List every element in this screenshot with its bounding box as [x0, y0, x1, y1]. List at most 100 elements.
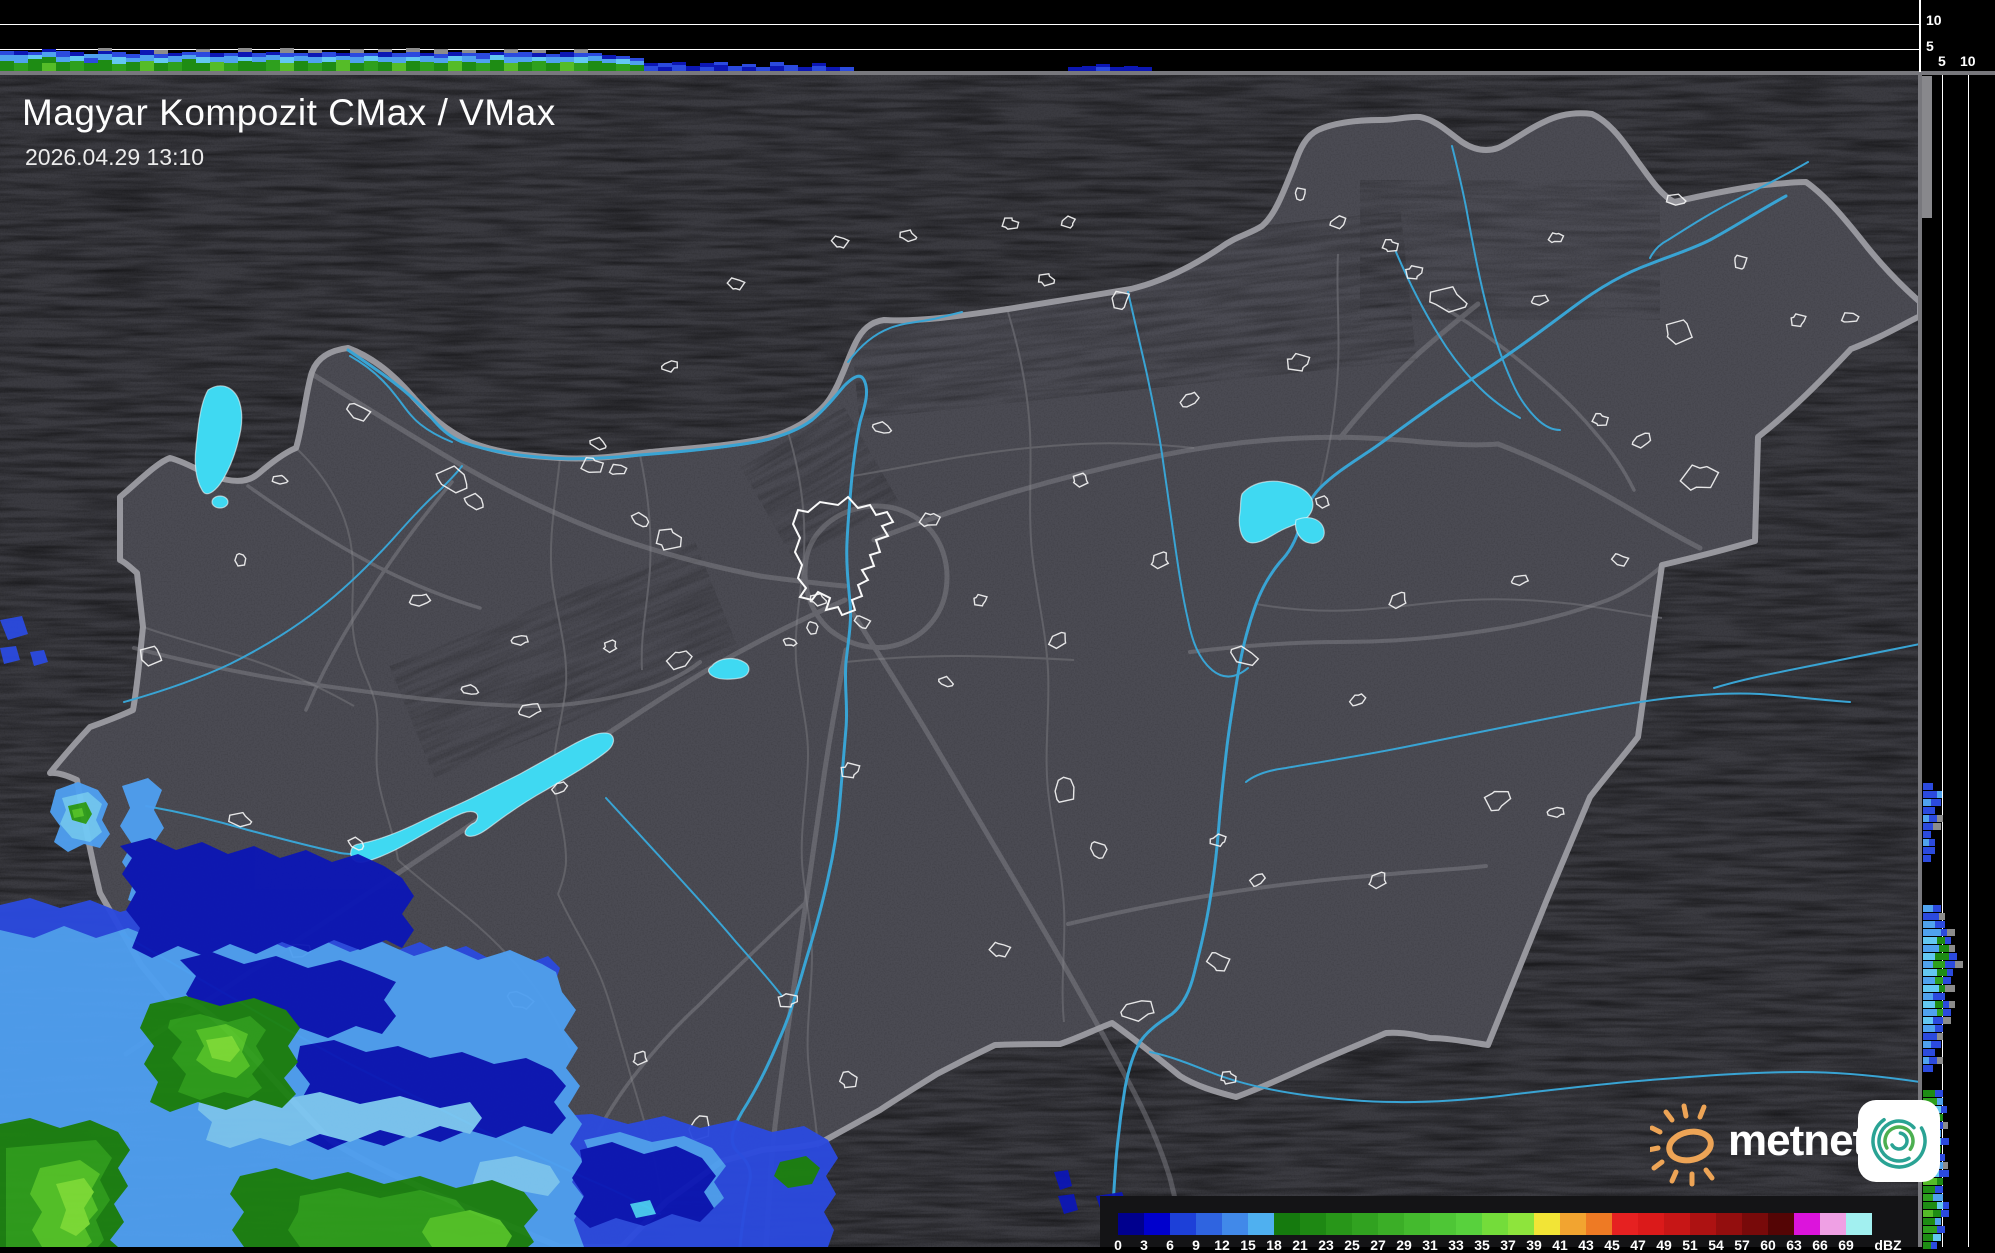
- city-outline: [665, 650, 693, 671]
- echo-pixel: [462, 62, 476, 71]
- echo-pixel: [574, 63, 588, 71]
- city-outline: [1381, 238, 1400, 253]
- echo-pixel: [532, 50, 546, 53]
- echo-pixel: [1935, 1090, 1943, 1097]
- echo-pixel: [266, 60, 280, 71]
- top-cross-section-panel: [0, 0, 1920, 72]
- city-outline: [510, 634, 529, 646]
- echo-pixel: [1923, 921, 1935, 928]
- echo-pixel: [14, 63, 28, 71]
- echo-pixel: [266, 52, 280, 55]
- spiral-icon: [1871, 1113, 1927, 1169]
- echo-pixel: [1933, 905, 1941, 912]
- echo-pixel: [448, 52, 462, 56]
- echo-pixel: [742, 64, 756, 67]
- echo-pixel: [308, 63, 322, 71]
- echo-pixel: [476, 63, 490, 71]
- echo-pixel: [1941, 1138, 1949, 1145]
- echo-pixel: [238, 57, 252, 61]
- dbz-block: [1274, 1213, 1300, 1235]
- echo-pixel: [1096, 67, 1110, 71]
- echo-pixel: [14, 51, 28, 55]
- echo-pixel: [1923, 823, 1933, 830]
- echo-pixel: [140, 55, 154, 61]
- city-outline: [1060, 215, 1077, 229]
- dbz-block: [1378, 1213, 1404, 1235]
- echo-pixel: [224, 53, 238, 56]
- echo-pixel: [308, 50, 322, 53]
- echo-pixel: [630, 65, 644, 71]
- city-outline: [899, 229, 918, 243]
- echo-pixel: [182, 55, 196, 59]
- city-outline: [1510, 574, 1530, 587]
- city-outline: [871, 421, 893, 434]
- echo-pixel: [364, 61, 378, 71]
- city-outline: [1205, 951, 1231, 972]
- echo-pixel: [700, 63, 714, 67]
- echo-pixel: [1923, 855, 1931, 862]
- echo-pixel: [504, 57, 518, 63]
- echo-pixel: [434, 54, 448, 58]
- echo-pixel: [1923, 815, 1929, 822]
- echo-pixel: [1933, 823, 1941, 830]
- echo-pixel: [252, 57, 266, 62]
- echo-pixel: [0, 55, 14, 61]
- city-outline: [1429, 285, 1468, 313]
- echo-pixel: [1923, 945, 1939, 952]
- city-outline: [1230, 645, 1260, 667]
- echo-pixel: [658, 63, 672, 67]
- echo-pixel: [1935, 1186, 1943, 1193]
- echo-pixel: [1945, 937, 1951, 944]
- echo-pixel: [210, 57, 224, 62]
- city-outline: [602, 639, 618, 654]
- city-outline: [777, 993, 798, 1008]
- city-outline: [608, 463, 628, 476]
- dbz-label: 6: [1166, 1237, 1174, 1253]
- echo-pixel: [1923, 1178, 1937, 1185]
- city-outline: [660, 360, 679, 373]
- dbz-block: [1144, 1213, 1170, 1235]
- echo-pixel: [1939, 1154, 1945, 1161]
- echo-pixel: [770, 62, 784, 66]
- echo-pixel: [644, 66, 658, 71]
- echo-pixel: [112, 64, 126, 71]
- city-outline: [1790, 313, 1807, 328]
- echo-pixel: [1929, 815, 1937, 822]
- echo-pixel: [84, 63, 98, 71]
- echo-pixel: [490, 55, 504, 60]
- echo-pixel: [1138, 67, 1152, 71]
- city-outline: [1120, 1000, 1155, 1022]
- dbz-block: [1196, 1213, 1222, 1235]
- echo-pixel: [1943, 1017, 1951, 1024]
- radar-blob: [716, 1202, 778, 1232]
- echo-pixel: [182, 59, 196, 71]
- dbz-block: [1586, 1213, 1612, 1235]
- dbz-label: 69: [1838, 1237, 1854, 1253]
- city-outline: [1314, 495, 1330, 509]
- echo-pixel: [1923, 1025, 1935, 1032]
- echo-pixel: [252, 62, 266, 71]
- sun-icon: [1650, 1103, 1715, 1187]
- echo-pixel: [1939, 945, 1949, 952]
- city-outline: [1368, 871, 1387, 890]
- echo-pixel: [42, 57, 56, 63]
- echo-pixel: [420, 62, 434, 71]
- echo-pixel: [322, 52, 336, 57]
- echo-pixel: [1937, 969, 1947, 976]
- city-outline: [1072, 472, 1089, 488]
- echo-pixel: [392, 63, 406, 71]
- echo-pixel: [266, 55, 280, 60]
- echo-pixel: [1933, 1234, 1941, 1241]
- dbz-scale-bar: 0 3 6 9 12 15 18 21 23 25 27 29 31 33 35 37 39 41 43 45 47 49…: [1100, 1196, 1918, 1253]
- echo-pixel: [140, 61, 154, 71]
- dbz-block: [1534, 1213, 1560, 1235]
- echo-pixel: [1935, 1001, 1943, 1008]
- echo-pixel: [714, 62, 728, 65]
- radar-blob: [0, 926, 586, 1247]
- echo-pixel: [1937, 1057, 1943, 1064]
- echo-pixel: [1937, 815, 1943, 822]
- echo-pixel: [1923, 905, 1933, 912]
- echo-pixel: [154, 54, 168, 58]
- echo-pixel: [252, 53, 266, 57]
